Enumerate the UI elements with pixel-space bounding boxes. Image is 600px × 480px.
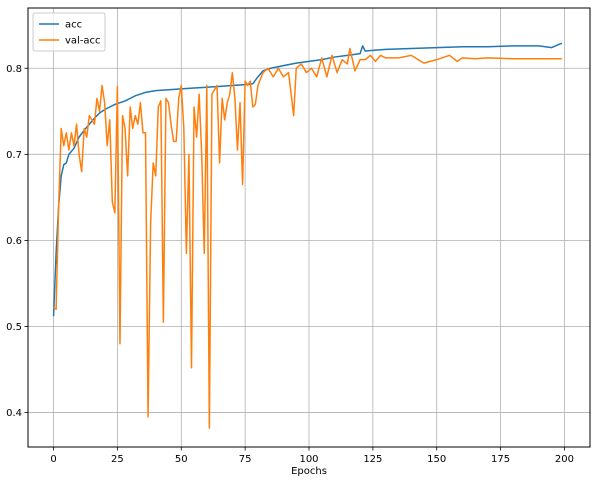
legend: acc val-acc [32, 12, 106, 52]
legend-label-val-acc: val-acc [65, 36, 101, 47]
x-tick-label: 0 [50, 454, 56, 465]
series-lines [52, 42, 563, 429]
x-tick-label: 75 [239, 454, 252, 465]
y-tick-label: 0.7 [6, 150, 22, 161]
y-tick-label: 0.6 [6, 236, 22, 247]
x-tick-label: 100 [299, 454, 318, 465]
y-tick-label: 0.4 [6, 408, 22, 419]
y-tick-label: 0.5 [6, 322, 22, 333]
x-tick-label: 25 [111, 454, 124, 465]
x-tick-label: 125 [363, 454, 382, 465]
legend-box [32, 12, 106, 52]
x-tick-label: 150 [427, 454, 446, 465]
x-tick-label: 200 [555, 454, 574, 465]
x-tick-label: 50 [175, 454, 188, 465]
axis-ticks: 0 25 50 75 100 125 150 175 200 0.4 0.5 0.6 0.7 0.8 [6, 64, 574, 465]
legend-label-acc: acc [65, 20, 82, 31]
x-tick-label: 175 [491, 454, 510, 465]
series-line-val-acc [53, 47, 562, 429]
y-tick-label: 0.8 [6, 64, 22, 75]
x-axis-label: Epochs [291, 466, 327, 477]
